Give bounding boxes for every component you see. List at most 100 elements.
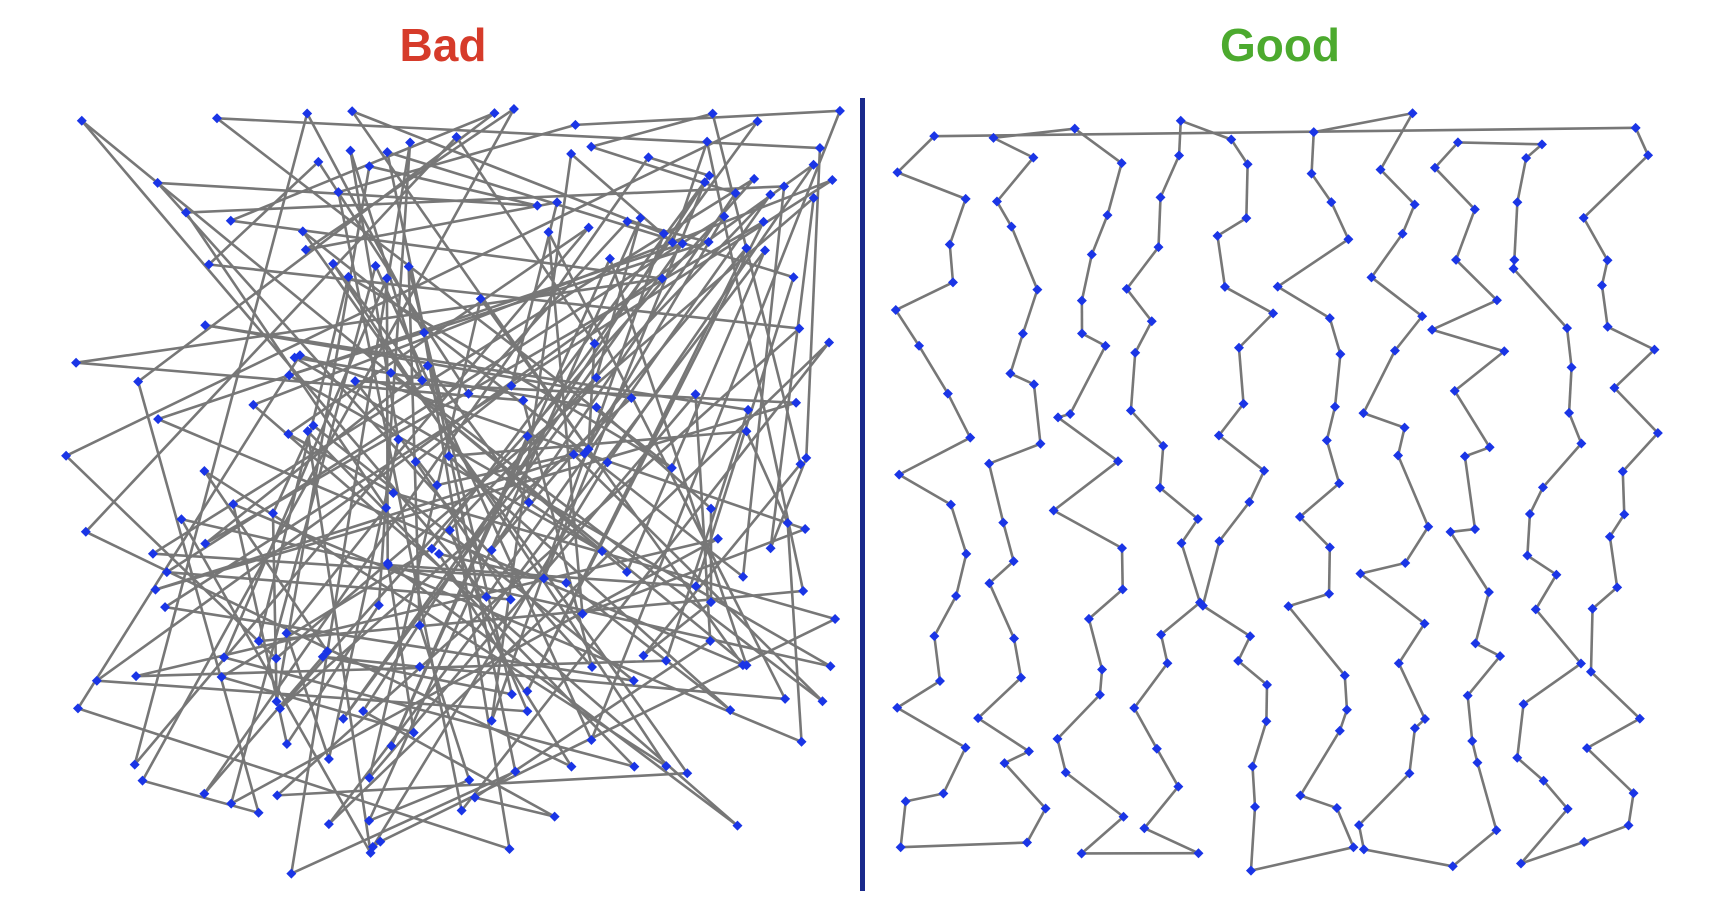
bad-title: Bad: [399, 19, 487, 71]
tour-edge: [285, 507, 388, 635]
tour-edge: [271, 424, 315, 514]
tour-edge: [664, 409, 750, 662]
tour-node: [383, 559, 394, 570]
tour-edge: [203, 650, 329, 795]
tour-edge: [575, 109, 841, 127]
tour-node: [323, 819, 334, 830]
tour-edge: [1237, 347, 1245, 404]
tour-node: [200, 320, 211, 331]
tour-edge: [1453, 390, 1491, 448]
tour-edge: [1125, 246, 1160, 290]
tour-edge: [1298, 515, 1331, 549]
tour-node: [364, 772, 375, 783]
tour-node: [1155, 192, 1166, 203]
tour-node: [323, 754, 334, 765]
tour-node: [1241, 213, 1252, 224]
tour-edge: [1313, 111, 1413, 134]
tour-node: [1324, 588, 1335, 599]
tour-node: [719, 211, 730, 222]
tour-node: [1400, 557, 1411, 568]
tour-edge: [1133, 707, 1159, 750]
tour-node: [743, 404, 754, 415]
tour-node: [1409, 723, 1420, 734]
tour-edge: [288, 374, 603, 553]
tour-node: [1028, 379, 1039, 390]
tour-edge: [1025, 807, 1047, 844]
tour-node: [1358, 408, 1369, 419]
tour-edge: [1056, 693, 1101, 740]
tour-node: [199, 466, 210, 477]
tour-edge: [1526, 554, 1558, 576]
tour-node: [1060, 767, 1071, 778]
tour-node: [181, 207, 192, 218]
tour-node: [365, 847, 376, 858]
tour-node: [522, 706, 533, 717]
tour-node: [1192, 514, 1203, 525]
tour-edge: [1056, 738, 1068, 773]
tour-node: [343, 271, 354, 282]
tour-node: [732, 820, 743, 831]
tour-edge: [1434, 166, 1476, 211]
tour-node: [1259, 465, 1270, 476]
tour-node: [308, 420, 319, 431]
tour-node: [1576, 438, 1587, 449]
tour-node: [1602, 255, 1613, 266]
tour-node: [1551, 569, 1562, 580]
tour-node: [1445, 526, 1456, 537]
tour-edge: [1120, 548, 1125, 590]
tour-edge: [208, 263, 800, 330]
tour-node: [1306, 168, 1317, 179]
tour-edge: [711, 113, 802, 465]
tour-node: [347, 106, 358, 117]
tour-node: [892, 167, 903, 178]
tour-node: [1429, 162, 1440, 173]
tour-node: [667, 237, 678, 248]
tour-edge: [1359, 572, 1426, 625]
tour-edge: [1583, 824, 1629, 844]
tour-node: [702, 136, 713, 147]
tour-edge: [448, 429, 747, 458]
tour-node: [1197, 600, 1208, 611]
tour-edge: [1522, 662, 1582, 706]
tour-edge: [285, 604, 380, 745]
tour-edge: [1009, 333, 1025, 374]
tour-node: [1156, 629, 1167, 640]
tour-node: [626, 393, 637, 404]
tour-node: [152, 177, 163, 188]
tour-edge: [1627, 792, 1635, 826]
tour-edge: [203, 469, 667, 768]
tour-node: [1294, 511, 1305, 522]
tour-node: [160, 602, 171, 613]
tour-node: [1086, 249, 1097, 260]
tour-node: [1245, 865, 1256, 876]
tour-node: [1522, 550, 1533, 561]
tour-node: [272, 790, 283, 801]
tour-node: [456, 805, 467, 816]
tour-edge: [77, 707, 510, 851]
tour-node: [133, 376, 144, 387]
tour-node: [699, 177, 710, 188]
tour-edge: [379, 617, 836, 843]
tour-edge: [290, 770, 516, 875]
tour-node: [364, 815, 375, 826]
tour-edge: [1299, 482, 1341, 518]
tour-node: [628, 675, 639, 686]
tour-edge: [995, 200, 1013, 228]
tour-node: [1146, 316, 1157, 327]
tour-edge: [490, 247, 748, 551]
tour-edge: [1589, 608, 1594, 672]
tour-node: [827, 175, 838, 186]
tour-edge: [1474, 591, 1491, 644]
tour-node: [1242, 159, 1253, 170]
tour-node: [1609, 382, 1620, 393]
tour-node: [382, 147, 393, 158]
tour-edge: [933, 595, 958, 637]
tour-node: [951, 591, 962, 602]
tour-node: [1158, 440, 1169, 451]
tour-node: [1562, 323, 1573, 334]
tour-node: [1469, 524, 1480, 535]
tour-node: [690, 581, 701, 592]
tour-node: [658, 228, 669, 239]
tour-edge: [1129, 352, 1137, 411]
tour-node: [1483, 587, 1494, 598]
